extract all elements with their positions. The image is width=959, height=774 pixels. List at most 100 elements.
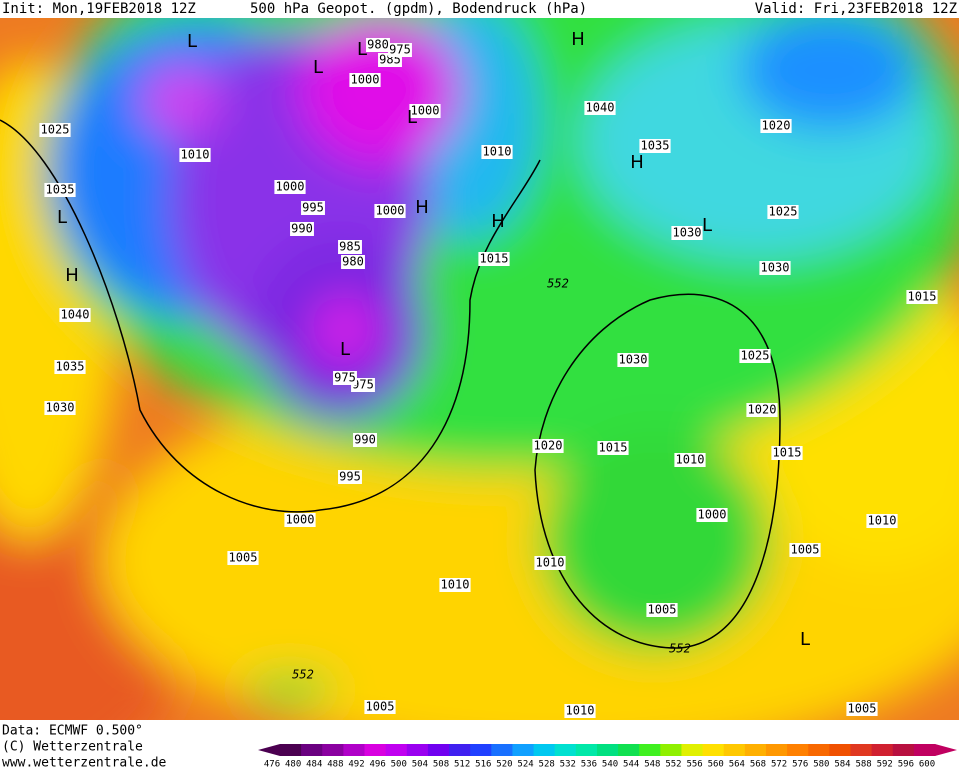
scale-tick-label: 572 (771, 760, 787, 770)
isobar-label: 1000 (351, 73, 380, 87)
isobar-label-bg (478, 252, 510, 266)
scale-box (343, 744, 366, 756)
isobar-label-bg (789, 543, 821, 557)
scale-tick-label: 560 (708, 760, 724, 770)
isobar-label-bg (532, 439, 564, 453)
scale-box (913, 744, 936, 756)
isobar-label-bg (338, 240, 362, 254)
isobar-label-bg (481, 145, 513, 159)
scale-tick-label: 512 (454, 760, 470, 770)
scale-box (808, 744, 830, 756)
isobar-label: 1000 (286, 513, 315, 527)
isobar-label: 985 (339, 240, 361, 254)
copyright: (C) Wetterzentrale (2, 740, 143, 755)
isobar-label: 1005 (848, 702, 877, 716)
scale-box (850, 744, 873, 756)
isobar-label: 1030 (619, 353, 648, 367)
isobar-label-bg (409, 104, 441, 118)
scale-arrow-left (258, 744, 280, 756)
isobar-label: 1020 (762, 119, 791, 133)
scale-box (533, 744, 556, 756)
isobar-label: 980 (342, 255, 364, 269)
isobar-label-bg (866, 514, 898, 528)
isobar-label-bg (290, 222, 314, 236)
scale-box (765, 744, 788, 756)
scale-box (301, 744, 323, 756)
isobar-label-bg (759, 261, 791, 275)
scale-box (829, 744, 851, 756)
scale-tick-label: 600 (919, 760, 935, 770)
isobar-label: 1000 (276, 180, 305, 194)
isobar-label-bg (349, 73, 381, 87)
isobar-label: 990 (354, 433, 376, 447)
isobar-label: 995 (339, 470, 361, 484)
isobar-label-bg (179, 148, 211, 162)
scale-tick-label: 580 (813, 760, 829, 770)
scale-box (681, 744, 704, 756)
isobar-label: 1010 (676, 453, 705, 467)
isobar-label: 1010 (868, 514, 897, 528)
isobar-label-bg (44, 401, 76, 415)
geopotential-label: 552 (669, 642, 691, 656)
scale-tick-label: 548 (644, 760, 660, 770)
isobar-label: 1015 (773, 446, 802, 460)
scale-box (554, 744, 577, 756)
scale-box (871, 744, 894, 756)
scale-box (702, 744, 725, 756)
isobar-label: 975 (389, 43, 411, 57)
map-title: 500 hPa Geopot. (gpdm), Bodendruck (hPa) (250, 1, 587, 17)
isobar-label: 1010 (566, 704, 595, 718)
isobar-label-bg (39, 123, 71, 137)
scale-box (427, 744, 450, 756)
scale-tick-label: 528 (539, 760, 555, 770)
isobar-label-bg (338, 470, 362, 484)
scale-tick-label: 564 (729, 760, 745, 770)
scale-tick-label: 588 (855, 760, 871, 770)
scale-tick-label: 584 (834, 760, 850, 770)
scale-box (596, 744, 619, 756)
scale-tick-label: 524 (517, 760, 533, 770)
header-bg (0, 0, 959, 18)
isobar-label: 1010 (483, 145, 512, 159)
scale-tick-label: 496 (370, 760, 386, 770)
isobar-label: 1005 (648, 603, 677, 617)
pressure-center: L (313, 57, 323, 78)
isobar-label: 1015 (908, 290, 937, 304)
isobar-label-bg (388, 43, 412, 57)
pressure-center: L (800, 629, 810, 650)
isobar-label: 1030 (46, 401, 75, 415)
data-source: Data: ECMWF 0.500° (2, 724, 143, 739)
pressure-center: L (340, 339, 350, 360)
isobar-label-bg (301, 201, 325, 215)
isobar-label: 1035 (56, 360, 85, 374)
isobar-label: 990 (291, 222, 313, 236)
scale-box (322, 744, 344, 756)
isobar-label: 1000 (698, 508, 727, 522)
isobar-label-bg (760, 119, 792, 133)
scale-tick-label: 532 (560, 760, 576, 770)
scale-box (491, 744, 513, 756)
isobar-label-bg (767, 205, 799, 219)
isobar-label: 1025 (769, 205, 798, 219)
isobar-label: 1025 (41, 123, 70, 137)
scale-box (639, 744, 661, 756)
scale-box (280, 744, 302, 756)
scale-tick-label: 484 (306, 760, 322, 770)
pressure-center: L (407, 107, 417, 128)
isobar-label-bg (617, 353, 649, 367)
scale-box (449, 744, 471, 756)
pressure-center: H (65, 265, 79, 286)
isobar-label: 1030 (761, 261, 790, 275)
scale-tick-label: 516 (475, 760, 491, 770)
scale-box (364, 744, 387, 756)
isobar-label: 1035 (641, 139, 670, 153)
isobar-label-bg (341, 255, 365, 269)
isobar-label: 1005 (366, 700, 395, 714)
isobar-label-bg (906, 290, 938, 304)
isobar-label: 1000 (376, 204, 405, 218)
isobar-label-bg (351, 378, 375, 392)
pressure-center: L (702, 215, 712, 236)
isobar-label: 980 (367, 38, 389, 52)
